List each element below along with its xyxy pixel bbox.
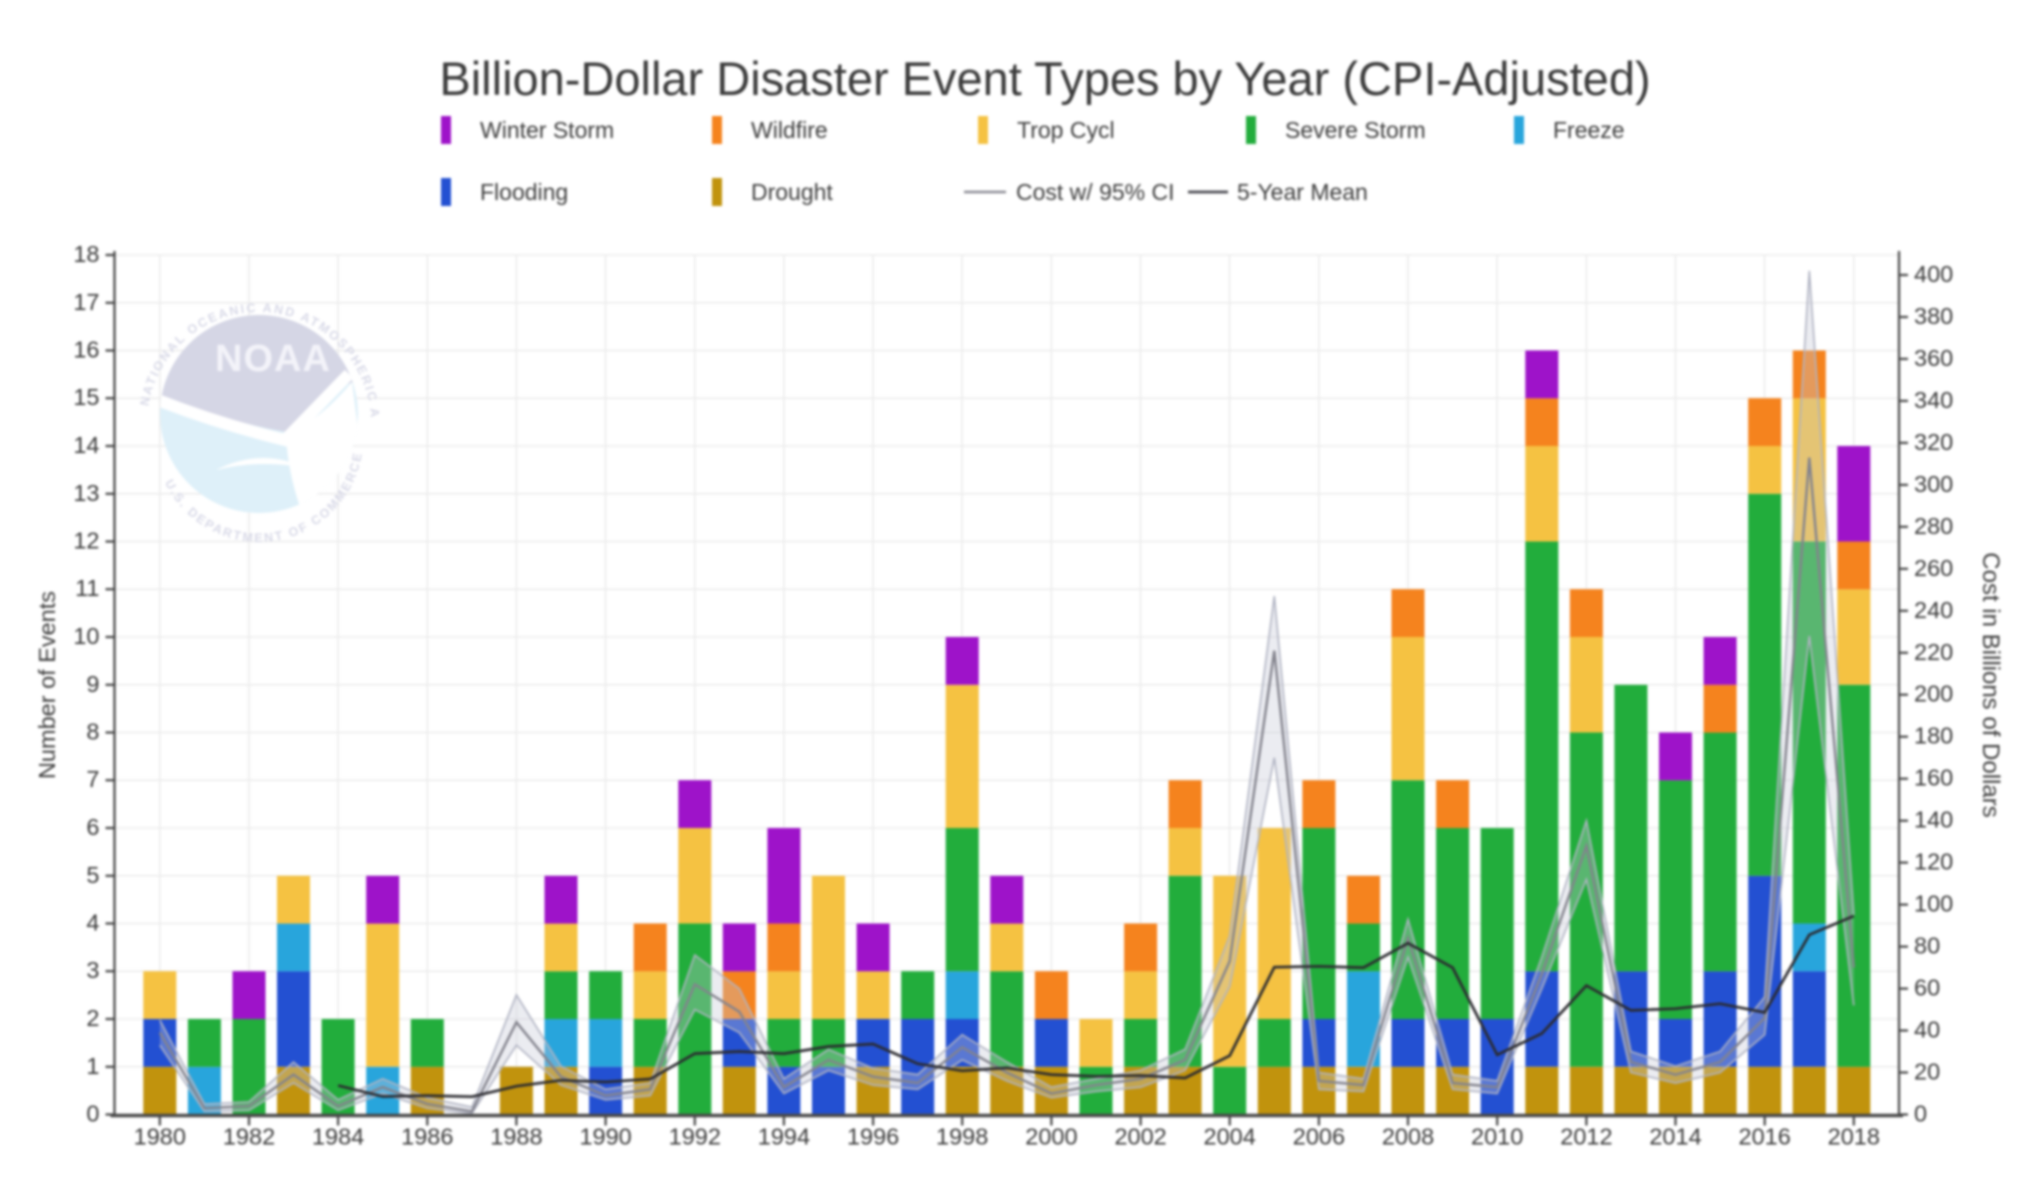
svg-text:140: 140 [1914, 807, 1953, 833]
svg-text:5-Year Mean: 5-Year Mean [1237, 179, 1368, 205]
svg-text:8: 8 [86, 719, 99, 745]
svg-text:3: 3 [86, 957, 99, 983]
svg-text:11: 11 [75, 575, 99, 601]
svg-text:200: 200 [1914, 681, 1953, 707]
svg-text:2010: 2010 [1471, 1124, 1523, 1150]
svg-text:Drought: Drought [751, 179, 833, 205]
svg-text:Winter Storm: Winter Storm [480, 117, 614, 143]
svg-text:0: 0 [1914, 1101, 1927, 1127]
svg-text:2016: 2016 [1739, 1124, 1791, 1150]
svg-text:260: 260 [1914, 555, 1953, 581]
svg-text:7: 7 [86, 766, 99, 792]
svg-text:13: 13 [73, 480, 99, 506]
svg-text:0: 0 [86, 1101, 99, 1127]
svg-text:1982: 1982 [223, 1124, 275, 1150]
svg-text:220: 220 [1914, 639, 1953, 665]
svg-text:60: 60 [1914, 975, 1940, 1001]
svg-text:1992: 1992 [669, 1124, 721, 1150]
svg-text:4: 4 [86, 910, 99, 936]
svg-text:15: 15 [73, 384, 99, 410]
svg-text:120: 120 [1914, 849, 1953, 875]
svg-text:1986: 1986 [401, 1124, 453, 1150]
svg-text:400: 400 [1914, 261, 1953, 287]
svg-text:100: 100 [1914, 891, 1953, 917]
svg-text:2018: 2018 [1828, 1124, 1880, 1150]
svg-text:Cost w/ 95% CI: Cost w/ 95% CI [1016, 179, 1175, 205]
svg-text:280: 280 [1914, 513, 1953, 539]
svg-text:6: 6 [86, 814, 99, 840]
svg-text:80: 80 [1914, 933, 1940, 959]
svg-text:1984: 1984 [312, 1124, 364, 1150]
svg-text:Trop Cycl: Trop Cycl [1017, 117, 1115, 143]
svg-text:2012: 2012 [1560, 1124, 1612, 1150]
svg-text:380: 380 [1914, 303, 1953, 329]
svg-text:Cost in Billions of Dollars: Cost in Billions of Dollars [1977, 552, 2004, 817]
svg-text:2002: 2002 [1114, 1124, 1166, 1150]
svg-text:2008: 2008 [1382, 1124, 1434, 1150]
svg-text:NOAA: NOAA [215, 338, 331, 380]
svg-text:Number of Events: Number of Events [34, 591, 60, 779]
svg-text:17: 17 [73, 289, 99, 315]
svg-text:1980: 1980 [134, 1124, 186, 1150]
svg-text:180: 180 [1914, 723, 1953, 749]
svg-text:10: 10 [73, 623, 99, 649]
svg-text:160: 160 [1914, 765, 1953, 791]
svg-text:2: 2 [86, 1005, 99, 1031]
svg-text:2006: 2006 [1293, 1124, 1345, 1150]
svg-text:1998: 1998 [936, 1124, 988, 1150]
svg-text:240: 240 [1914, 597, 1953, 623]
svg-text:320: 320 [1914, 429, 1953, 455]
svg-text:Flooding: Flooding [480, 179, 568, 205]
svg-text:1994: 1994 [758, 1124, 810, 1150]
svg-text:20: 20 [1914, 1059, 1940, 1085]
svg-text:Freeze: Freeze [1553, 117, 1625, 143]
svg-text:40: 40 [1914, 1017, 1940, 1043]
svg-text:14: 14 [73, 432, 99, 458]
svg-text:2000: 2000 [1025, 1124, 1077, 1150]
svg-text:1: 1 [86, 1053, 99, 1079]
svg-text:5: 5 [86, 862, 99, 888]
svg-text:340: 340 [1914, 387, 1953, 413]
svg-text:16: 16 [73, 337, 99, 363]
svg-text:Wildfire: Wildfire [751, 117, 828, 143]
svg-text:1990: 1990 [579, 1124, 631, 1150]
svg-text:2004: 2004 [1204, 1124, 1256, 1150]
svg-text:360: 360 [1914, 345, 1953, 371]
svg-text:2014: 2014 [1649, 1124, 1701, 1150]
svg-text:300: 300 [1914, 471, 1953, 497]
svg-text:12: 12 [73, 528, 99, 554]
svg-text:Billion-Dollar Disaster Event: Billion-Dollar Disaster Event Types by Y… [439, 52, 1650, 105]
svg-text:1988: 1988 [490, 1124, 542, 1150]
svg-text:Severe Storm: Severe Storm [1285, 117, 1426, 143]
svg-text:18: 18 [73, 241, 99, 267]
svg-text:9: 9 [86, 671, 99, 697]
svg-text:1996: 1996 [847, 1124, 899, 1150]
